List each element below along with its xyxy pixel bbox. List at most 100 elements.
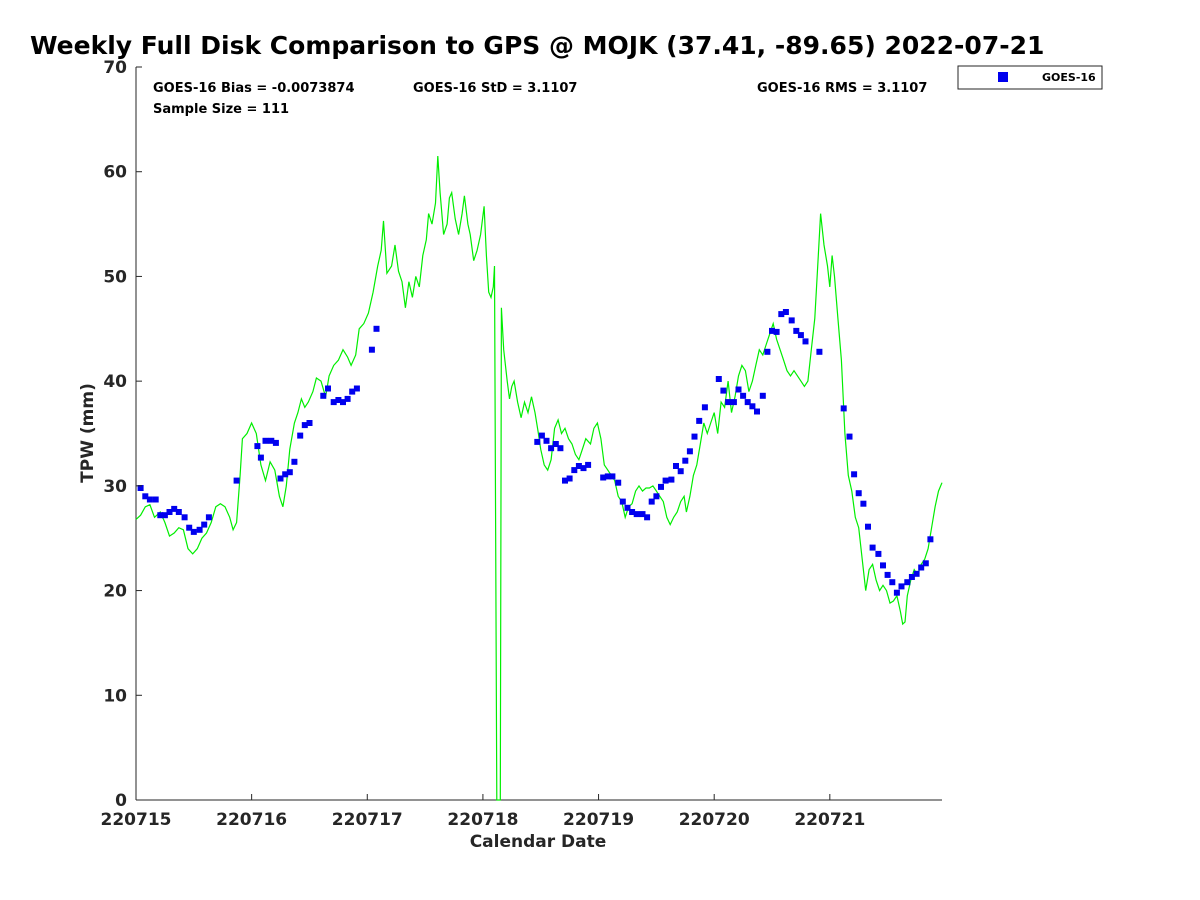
goes-16-point	[927, 536, 934, 543]
goes-16-point	[196, 526, 203, 533]
goes-16-point	[233, 477, 240, 484]
goes-16-point	[291, 458, 298, 465]
goes-16-point	[744, 399, 751, 406]
goes-16-point	[368, 346, 375, 353]
goes-16-point	[624, 504, 631, 511]
goes-16-point	[904, 579, 911, 586]
y-tick-label: 20	[103, 582, 127, 602]
goes-16-point	[875, 550, 882, 557]
goes-16-point	[557, 445, 564, 452]
goes-16-point	[301, 422, 308, 429]
goes-16-point	[816, 348, 823, 355]
goes-16-point	[152, 496, 159, 503]
goes-16-point	[639, 511, 646, 518]
goes-16-point	[696, 417, 703, 424]
x-tick-label: 220718	[447, 810, 518, 830]
goes-16-point	[609, 473, 616, 480]
goes-16-point	[186, 524, 193, 531]
goes-16-point	[662, 477, 669, 484]
goes-16-point	[142, 493, 149, 500]
goes-16-point	[585, 461, 592, 468]
goes-16-point	[157, 512, 164, 519]
goes-16-point	[865, 523, 871, 530]
goes-16-point	[580, 465, 587, 472]
goes-16-point	[161, 512, 168, 519]
goes-16-point	[840, 405, 847, 412]
goes-16-point	[701, 404, 708, 411]
std-stat: GOES-16 StD = 3.1107	[413, 81, 577, 96]
goes-16-point	[306, 420, 313, 426]
y-axis-label: TPW (mm)	[78, 383, 98, 483]
goes-16-point	[205, 514, 212, 521]
goes-16-point	[297, 432, 304, 439]
goes-16-point	[648, 498, 655, 505]
goes-16-point	[668, 476, 675, 483]
rms-stat: GOES-16 RMS = 3.1107	[757, 81, 927, 96]
goes-16-point	[538, 432, 545, 439]
goes-16-point	[720, 387, 727, 394]
goes-16-point	[749, 403, 756, 410]
goes-16-point	[908, 574, 915, 580]
goes-16-point	[268, 437, 275, 444]
goes-16-point	[764, 348, 771, 355]
goes-16-point	[600, 474, 607, 481]
goes-16-point	[633, 511, 640, 518]
goes-16-point	[735, 386, 742, 393]
goes-16-point	[682, 457, 689, 464]
y-tick-label: 40	[103, 372, 127, 392]
goes-16-point	[773, 328, 780, 335]
goes-16-point	[373, 325, 380, 332]
goes-16-point	[552, 441, 559, 447]
x-axis-label: Calendar Date	[470, 832, 607, 852]
goes-16-point	[893, 589, 900, 596]
goes-16-point	[619, 498, 626, 505]
goes-16-point	[673, 463, 679, 469]
chart-title: Weekly Full Disk Comparison to GPS @ MOJ…	[30, 31, 1044, 60]
goes-16-point	[257, 454, 264, 461]
goes-16-point	[629, 509, 636, 515]
goes-16-point	[566, 475, 573, 482]
goes-16-series	[137, 309, 934, 596]
goes-16-point	[880, 562, 886, 569]
goes-16-point	[860, 500, 867, 507]
goes-16-point	[740, 392, 747, 399]
x-tick-label: 220717	[332, 810, 403, 830]
x-tick-label: 220715	[101, 810, 172, 830]
goes-16-point	[571, 467, 578, 474]
goes-16-point	[653, 493, 660, 500]
goes-16-point	[769, 327, 775, 334]
goes-16-point	[855, 490, 862, 497]
goes-16-point	[846, 433, 853, 440]
goes-16-point	[146, 496, 153, 503]
goes-16-point	[851, 471, 858, 478]
goes-16-point	[918, 564, 925, 571]
goes-16-point	[802, 338, 809, 345]
goes-16-point	[353, 385, 360, 392]
y-tick-label: 30	[103, 477, 127, 497]
goes-16-point	[335, 397, 342, 403]
goes-16-point	[548, 445, 555, 452]
goes-16-point	[190, 528, 197, 535]
goes-16-point	[166, 509, 173, 515]
goes-16-point	[788, 317, 795, 324]
goes-16-point	[201, 521, 208, 528]
goes-16-point	[282, 471, 289, 478]
goes-16-point	[272, 439, 279, 446]
goes-16-point	[349, 388, 356, 395]
goes-16-point	[562, 477, 568, 484]
x-tick-label: 220716	[216, 810, 287, 830]
sample-size-stat: Sample Size = 111	[153, 102, 289, 117]
y-tick-label: 0	[115, 791, 127, 811]
goes-16-point	[898, 583, 905, 590]
goes-16-point	[320, 392, 327, 399]
goes-16-point	[604, 473, 611, 480]
goes-16-point	[913, 570, 920, 577]
goes-16-point	[922, 560, 929, 567]
y-tick-label: 10	[103, 686, 127, 706]
goes-16-point	[869, 544, 876, 551]
legend: GOES-16	[957, 65, 1103, 90]
bias-stat: GOES-16 Bias = -0.0073874	[153, 81, 355, 96]
legend-box	[957, 65, 1103, 90]
goes-16-point	[658, 483, 664, 490]
goes-16-point	[754, 408, 760, 415]
